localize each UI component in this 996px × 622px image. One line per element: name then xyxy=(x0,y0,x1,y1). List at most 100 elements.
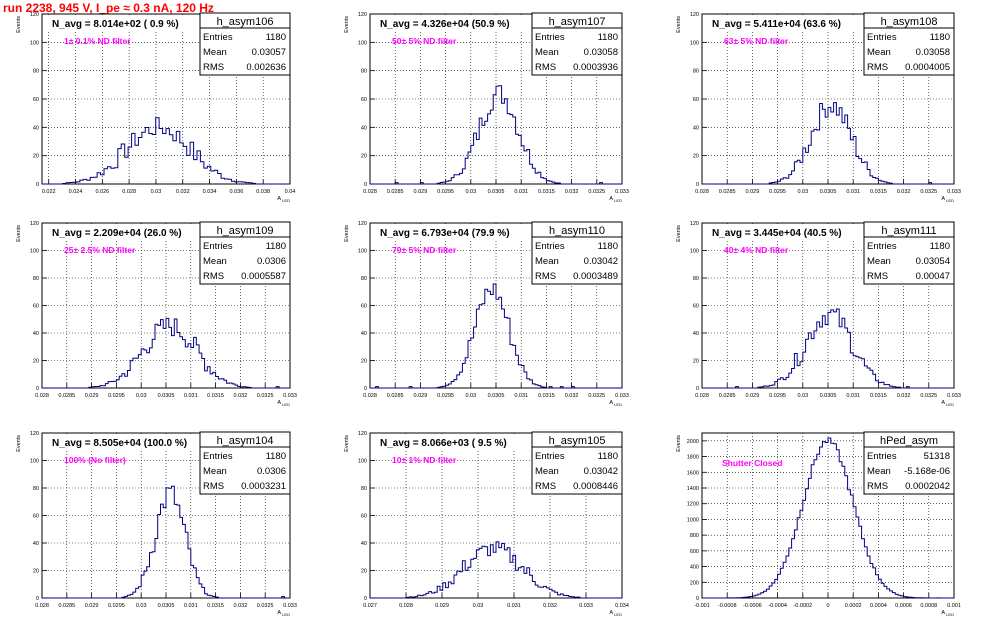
navg-label-bg xyxy=(372,15,542,31)
stat-value-entries: 1180 xyxy=(598,241,618,252)
stat-value-rms: 0.0004005 xyxy=(905,62,950,73)
x-tick-label: 0.033 xyxy=(579,603,593,609)
navg-label-bg xyxy=(372,434,542,450)
x-tick-label: 0.033 xyxy=(615,189,629,195)
y-tick-label: 0 xyxy=(696,596,699,602)
x-tick-label: 0.033 xyxy=(615,393,629,399)
stat-label-rms: RMS xyxy=(867,62,888,73)
y-axis-title: Events xyxy=(16,225,22,242)
x-tick-label: 0.028 xyxy=(35,603,49,609)
y-tick-label: 2000 xyxy=(687,439,699,445)
stats-box-frame xyxy=(199,12,291,76)
x-tick-label: 0.032 xyxy=(565,189,579,195)
y-tick-label: 60 xyxy=(33,514,39,520)
stats-box-frame xyxy=(531,12,623,76)
x-tick-label: 0.031 xyxy=(846,393,860,399)
navg-label: N_avg = 8.066e+03 ( 9.5 %) xyxy=(372,434,542,450)
y-axis-title: Events xyxy=(16,16,22,33)
y-tick-label: 120 xyxy=(358,12,367,18)
stats-box-frame xyxy=(199,221,291,285)
x-tick-label: 0.033 xyxy=(947,393,961,399)
histogram-name: h_asym110 xyxy=(549,225,605,237)
x-axis-title: A LED xyxy=(941,610,954,617)
stats-box-frame xyxy=(531,431,623,495)
x-tick-label: 0.027 xyxy=(363,603,377,609)
y-tick-label: 80 xyxy=(693,276,699,282)
x-tick-label: 0.038 xyxy=(256,189,270,195)
x-tick-label: 0.0315 xyxy=(870,393,887,399)
x-tick-label: 0.0002 xyxy=(845,603,862,609)
x-axis-title: A LED xyxy=(609,196,622,203)
y-axis-title: Events xyxy=(676,16,682,33)
stat-label-rms: RMS xyxy=(867,271,888,282)
stat-label-entries: Entries xyxy=(535,451,565,462)
filter-annotation: 79± 5% ND filter xyxy=(392,245,457,255)
stat-value-mean: 0.03042 xyxy=(584,256,618,267)
x-axis-title: A LED xyxy=(277,196,290,203)
stat-label-mean: Mean xyxy=(867,256,891,267)
stat-label-mean: Mean xyxy=(867,47,891,58)
stat-value-mean: 0.03058 xyxy=(584,47,618,58)
stat-label-rms: RMS xyxy=(535,62,556,73)
x-tick-label: 0.031 xyxy=(514,393,528,399)
stat-label-mean: Mean xyxy=(203,466,227,477)
x-tick-label: 0.032 xyxy=(897,393,911,399)
navg-text: N_avg = 2.209e+04 (26.0 %) xyxy=(52,228,182,239)
histogram-panel-h_asym105: 0.027 0.028 0.029 0.03 0.031 0.032 0.033 0.034 0… xyxy=(344,431,629,617)
y-tick-label: 60 xyxy=(361,514,367,520)
stat-value-rms: 0.0003936 xyxy=(573,62,618,73)
y-tick-label: 200 xyxy=(690,580,699,586)
x-tick-label: -0.0008 xyxy=(718,603,737,609)
y-axis-title: Events xyxy=(676,225,682,242)
x-tick-label: 0.0305 xyxy=(488,189,505,195)
x-axis-title: A LED xyxy=(941,196,954,203)
y-tick-label: 40 xyxy=(33,541,39,547)
x-tick-label: 0.031 xyxy=(184,603,198,609)
x-tick-label: -0.0006 xyxy=(743,603,762,609)
x-tick-label: 0.028 xyxy=(122,189,136,195)
stat-value-rms: 0.0002042 xyxy=(905,481,950,492)
stat-label-entries: Entries xyxy=(867,451,897,462)
x-tick-label: 0.033 xyxy=(283,603,297,609)
y-axis-title: Events xyxy=(344,16,350,33)
x-tick-label: 0.0315 xyxy=(207,603,224,609)
y-tick-label: 60 xyxy=(693,97,699,103)
stat-label-entries: Entries xyxy=(203,32,233,43)
y-tick-label: 120 xyxy=(30,221,39,227)
navg-label: N_avg = 8.014e+02 ( 0.9 %) xyxy=(44,15,214,31)
x-tick-label: 0.032 xyxy=(176,189,190,195)
x-tick-label: 0.0295 xyxy=(769,393,786,399)
y-tick-label: 40 xyxy=(361,541,367,547)
x-tick-label: 0.0315 xyxy=(870,189,887,195)
stat-value-rms: 0.0003489 xyxy=(573,271,618,282)
x-tick-label: 0.029 xyxy=(85,393,99,399)
x-tick-label: 0.0285 xyxy=(719,189,736,195)
y-tick-label: 120 xyxy=(30,431,39,437)
x-tick-label: 0.03 xyxy=(151,189,162,195)
y-tick-label: 100 xyxy=(358,40,367,46)
x-tick-label: 0.0295 xyxy=(437,393,454,399)
x-tick-label: 0.0285 xyxy=(58,603,75,609)
x-tick-label: 0.03 xyxy=(136,393,147,399)
x-tick-label: -0.0004 xyxy=(768,603,787,609)
histogram-name: h_asym104 xyxy=(217,435,274,447)
stat-label-mean: Mean xyxy=(535,47,559,58)
histogram-panel-h_asym106: 0.022 0.024 0.026 0.028 0.03 0.032 0.034 0.036 0… xyxy=(16,12,295,203)
stat-label-mean: Mean xyxy=(535,256,559,267)
stats-box: h_asym104 Entries 1180 Mean 0.0306 RMS 0.00032… xyxy=(199,431,291,495)
navg-text: N_avg = 8.066e+03 ( 9.5 %) xyxy=(380,438,507,449)
stat-value-rms: 0.0003231 xyxy=(241,481,286,492)
x-tick-label: 0.03 xyxy=(797,393,808,399)
x-tick-label: 0.028 xyxy=(695,393,709,399)
filter-annotation: 63± 5% ND filter xyxy=(724,36,789,46)
x-tick-label: 0.0295 xyxy=(108,603,125,609)
x-tick-label: 0.03 xyxy=(797,189,808,195)
y-tick-label: 100 xyxy=(690,40,699,46)
y-tick-label: 600 xyxy=(690,549,699,555)
x-axis-title: A LED xyxy=(277,400,290,407)
y-tick-label: 20 xyxy=(33,359,39,365)
y-tick-label: 1600 xyxy=(687,470,699,476)
x-tick-label: 0.001 xyxy=(947,603,961,609)
y-tick-label: 20 xyxy=(693,154,699,160)
